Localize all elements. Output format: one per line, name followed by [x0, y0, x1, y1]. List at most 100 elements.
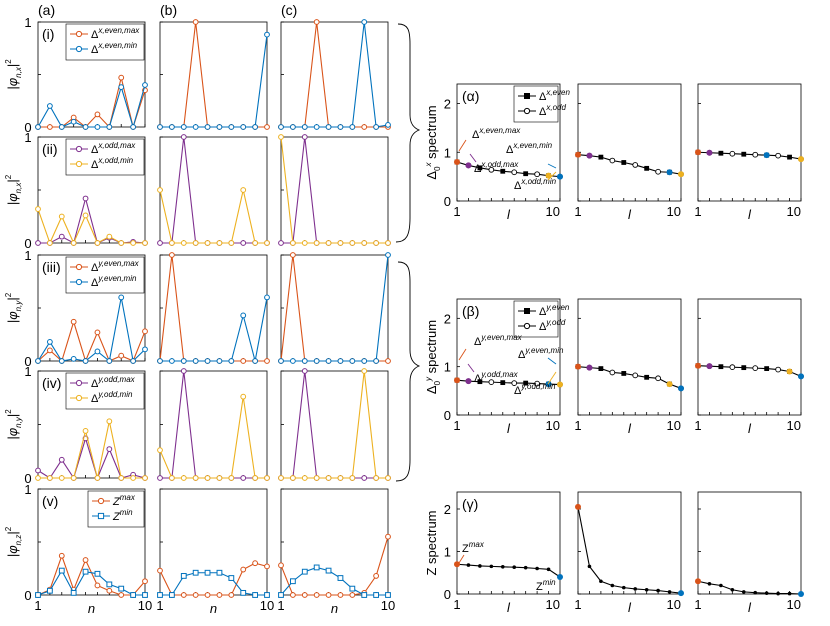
data-point-a-v-1-7 [118, 585, 125, 592]
data-point-b-v-1-5 [216, 569, 223, 576]
y-axis-label-v: |φn,z|2 [4, 526, 23, 557]
data-point-b-ii-0-0 [157, 240, 163, 246]
data-point-a-v-1-2 [58, 567, 65, 574]
y-axis-label-i: |φn,x|2 [4, 59, 23, 90]
data-point-b-iv-0-0 [157, 475, 163, 481]
data-point-c-i-1-3 [313, 124, 320, 130]
annotation-arrow-purple-b [467, 363, 475, 373]
annotation-arrow-yellow-b [547, 371, 557, 385]
data-point-c-v-1-9 [385, 592, 391, 598]
legend-iv-label-1-part: y,odd,min [97, 390, 133, 399]
legend-iii-label-1: Δy,even,min [91, 274, 137, 289]
highlight-point-alpha-3-6 [763, 152, 770, 159]
data-point-beta-2-7 [655, 375, 661, 382]
data-point-a-ii-1-2 [58, 213, 65, 220]
series-line-b-v-0 [159, 562, 268, 596]
legend-alpha-label-0-part: x,even [545, 88, 570, 97]
y-axis-label-alpha-text-part: 0 [433, 166, 442, 171]
series-line-c-v-0 [280, 536, 389, 596]
y-axis-label-beta-text: Δ0y spectrum [424, 320, 442, 394]
highlight-point-beta-1-0 [454, 377, 460, 384]
series-line-beta-2 [577, 366, 682, 389]
data-point-b-i-1-5 [216, 124, 223, 130]
data-point-a-ii-1-1 [46, 240, 53, 246]
highlight-point-beta-3-1 [706, 363, 713, 370]
x-tick-label-1: 1 [694, 418, 701, 433]
data-point-gamma-3-3 [730, 587, 735, 592]
highlight-point-alpha-1-0 [454, 159, 460, 165]
data-point-a-v-1-5 [94, 570, 101, 577]
data-point-a-v-1-4 [82, 568, 89, 575]
annotation-beta-even-max-part: Δ [474, 336, 482, 348]
legend-beta-label-1-part: y,odd [545, 318, 566, 327]
legend-ii-label-0: Δx,odd,max [91, 141, 136, 156]
data-point-alpha-3-7 [775, 152, 781, 159]
data-point-gamma-1-5 [512, 565, 517, 570]
legend-ii-marker-0 [75, 145, 83, 153]
series-line-beta-3 [697, 365, 802, 377]
labels-layer: (a) (b) (c) 01(i)|φn,x|201(ii)|φn,x|201(… [4, 2, 801, 616]
data-point-beta-1-3 [488, 379, 495, 385]
x-axis-label-l: l [507, 421, 511, 436]
highlight-point-beta-2-9 [678, 385, 684, 392]
data-point-a-iii-0-1 [46, 347, 53, 354]
annotation-beta-even-max-part: y,even,max [480, 333, 522, 342]
data-point-alpha-1-5 [511, 169, 518, 176]
legend-iv-marker-1 [75, 394, 83, 402]
y-axis-label-text-v-part: |φ [5, 545, 20, 557]
annotation-arrow-blue [547, 163, 557, 169]
data-point-beta-1-2 [477, 379, 483, 385]
legend-i-label-0-part: x,even,max [97, 26, 140, 35]
data-point-c-iii-1-8 [373, 358, 380, 364]
y-axis-label-text-iii-part: |φ [5, 311, 20, 323]
data-point-beta-2-3 [609, 369, 616, 376]
data-point-c-i-1-5 [337, 124, 344, 130]
legend-alpha-marker-0 [524, 93, 530, 99]
data-point-c-ii-1-5 [337, 240, 344, 246]
data-point-a-iv-1-3 [70, 475, 77, 481]
annotation-arrow-blue-b [547, 357, 557, 365]
data-point-c-v-0-9 [385, 533, 391, 540]
data-point-a-i-1-8 [130, 124, 137, 130]
data-point-a-iii-0-5 [94, 329, 101, 336]
curly-brace-x [395, 23, 421, 243]
data-point-gamma-2-6 [644, 587, 649, 592]
data-point-alpha-3-2 [718, 150, 724, 156]
data-point-b-i-1-9 [264, 31, 270, 38]
annotation-alpha-even-min-part: Δ [506, 144, 514, 156]
data-point-b-iv-1-6 [228, 475, 235, 481]
series-line-c-iv-0 [281, 370, 388, 479]
y-axis-label-beta-text-part: y [424, 376, 433, 382]
panel-gamma-2-frame [577, 491, 682, 595]
data-point-a-iv-1-4 [82, 428, 89, 434]
data-point-alpha-3-4 [741, 151, 747, 157]
legend-i-label-1-part: x,even,min [97, 41, 137, 50]
data-point-c-iv-0-7 [361, 475, 368, 481]
data-point-c-i-1-4 [325, 124, 332, 130]
x-axis-label-l: l [507, 600, 511, 615]
data-point-b-iii-1-0 [157, 358, 163, 364]
legend-iii-label-0: Δy,even,max [91, 259, 140, 274]
highlight-point-gamma-1-9 [557, 574, 563, 580]
series-line-gamma-1 [456, 563, 561, 578]
data-point-c-iii-1-4 [325, 358, 332, 364]
x-axis-label-l: l [628, 421, 632, 436]
data-point-c-iii-1-3 [313, 358, 320, 364]
x-tick-label-1: 1 [277, 598, 284, 613]
data-point-b-ii-1-1 [168, 240, 175, 246]
legend-alpha-label-1-part: x,odd [545, 103, 566, 112]
data-point-gamma-3-2 [719, 583, 723, 588]
data-point-b-ii-1-7 [240, 187, 247, 193]
y-axis-label-text-ii-part: n,x [14, 182, 23, 194]
legend-alpha-box [513, 85, 559, 123]
legend-i-marker-1 [75, 45, 83, 53]
data-point-a-ii-1-0 [35, 206, 41, 212]
column-label-a: (a) [38, 2, 55, 18]
data-point-beta-2-6 [644, 374, 650, 380]
data-point-a-ii-0-4 [82, 195, 89, 202]
data-point-gamma-1-2 [478, 564, 482, 568]
data-point-beta-3-5 [752, 365, 759, 371]
data-point-gamma-3-5 [753, 590, 758, 595]
data-point-b-iii-1-6 [228, 358, 235, 364]
series-line-c-iii-0 [280, 254, 388, 362]
